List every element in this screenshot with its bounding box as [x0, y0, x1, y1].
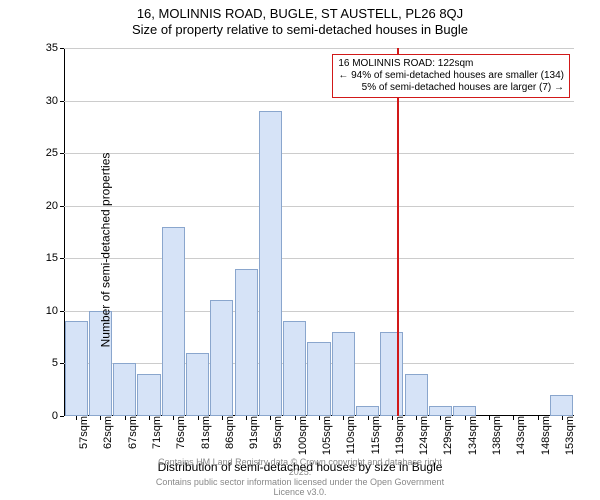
- bar: [113, 363, 136, 416]
- tick-mark: [270, 416, 271, 420]
- x-tick-label: 153sqm: [562, 416, 576, 455]
- bar: [453, 406, 476, 417]
- bar: [405, 374, 428, 416]
- gridline: [64, 258, 574, 259]
- tick-mark: [60, 206, 64, 207]
- tick-mark: [60, 363, 64, 364]
- x-tick-label: 143sqm: [513, 416, 527, 455]
- bar: [65, 321, 88, 416]
- x-tick-label: 71sqm: [149, 416, 163, 449]
- tick-mark: [343, 416, 344, 420]
- chart-title: 16, MOLINNIS ROAD, BUGLE, ST AUSTELL, PL…: [0, 0, 600, 22]
- bar: [307, 342, 330, 416]
- bar: [186, 353, 209, 416]
- chart-subtitle: Size of property relative to semi-detach…: [0, 22, 600, 38]
- tick-mark: [416, 416, 417, 420]
- x-tick-label: 100sqm: [295, 416, 309, 455]
- tick-mark: [60, 258, 64, 259]
- chart-footer: Contains HM Land Registry data © Crown c…: [150, 458, 450, 498]
- x-tick-label: 115sqm: [368, 416, 382, 454]
- tick-mark: [368, 416, 369, 420]
- gridline: [64, 206, 574, 207]
- tick-mark: [60, 416, 64, 417]
- tick-mark: [125, 416, 126, 420]
- tick-mark: [198, 416, 199, 420]
- footer-line1: Contains HM Land Registry data © Crown c…: [150, 458, 450, 478]
- tick-mark: [465, 416, 466, 420]
- tick-mark: [513, 416, 514, 420]
- bar: [356, 406, 379, 417]
- property-marker-line: [397, 48, 399, 416]
- x-tick-label: 76sqm: [173, 416, 187, 449]
- tick-mark: [538, 416, 539, 420]
- y-axis-label: Number of semi-detached properties: [98, 153, 112, 348]
- tick-mark: [60, 311, 64, 312]
- plot-area: 0510152025303557sqm62sqm67sqm71sqm76sqm8…: [64, 48, 574, 416]
- bar: [137, 374, 160, 416]
- annotation-line: 5% of semi-detached houses are larger (7…: [338, 82, 564, 94]
- x-tick-label: 105sqm: [319, 416, 333, 455]
- chart-container: 16, MOLINNIS ROAD, BUGLE, ST AUSTELL, PL…: [0, 0, 600, 500]
- gridline: [64, 311, 574, 312]
- gridline: [64, 101, 574, 102]
- bar: [162, 227, 185, 416]
- bar: [259, 111, 282, 416]
- tick-mark: [295, 416, 296, 420]
- gridline: [64, 153, 574, 154]
- x-tick-label: 95sqm: [270, 416, 284, 449]
- annotation-line: 16 MOLINNIS ROAD: 122sqm: [338, 58, 564, 70]
- tick-mark: [440, 416, 441, 420]
- x-tick-label: 91sqm: [246, 416, 260, 449]
- tick-mark: [392, 416, 393, 420]
- tick-mark: [222, 416, 223, 420]
- x-tick-label: 134sqm: [465, 416, 479, 455]
- bar: [332, 332, 355, 416]
- x-tick-label: 81sqm: [198, 416, 212, 449]
- tick-mark: [60, 101, 64, 102]
- x-tick-label: 148sqm: [538, 416, 552, 455]
- bar: [380, 332, 403, 416]
- x-tick-label: 124sqm: [416, 416, 430, 455]
- tick-mark: [173, 416, 174, 420]
- tick-mark: [60, 153, 64, 154]
- x-tick-label: 67sqm: [125, 416, 139, 449]
- tick-mark: [100, 416, 101, 420]
- x-tick-label: 57sqm: [76, 416, 90, 449]
- tick-mark: [76, 416, 77, 420]
- bar: [235, 269, 258, 416]
- annotation-box: 16 MOLINNIS ROAD: 122sqm← 94% of semi-de…: [332, 54, 570, 98]
- tick-mark: [149, 416, 150, 420]
- bar: [550, 395, 573, 416]
- annotation-line: ← 94% of semi-detached houses are smalle…: [338, 70, 564, 82]
- x-tick-label: 129sqm: [440, 416, 454, 455]
- x-tick-label: 86sqm: [222, 416, 236, 449]
- x-tick-label: 119sqm: [392, 416, 406, 454]
- gridline: [64, 48, 574, 49]
- footer-line2: Contains public sector information licen…: [150, 478, 450, 498]
- bar: [283, 321, 306, 416]
- tick-mark: [319, 416, 320, 420]
- x-tick-label: 110sqm: [343, 416, 357, 454]
- tick-mark: [246, 416, 247, 420]
- tick-mark: [489, 416, 490, 420]
- tick-mark: [562, 416, 563, 420]
- tick-mark: [60, 48, 64, 49]
- x-tick-label: 138sqm: [489, 416, 503, 455]
- bar: [429, 406, 452, 417]
- x-tick-label: 62sqm: [100, 416, 114, 449]
- bar: [210, 300, 233, 416]
